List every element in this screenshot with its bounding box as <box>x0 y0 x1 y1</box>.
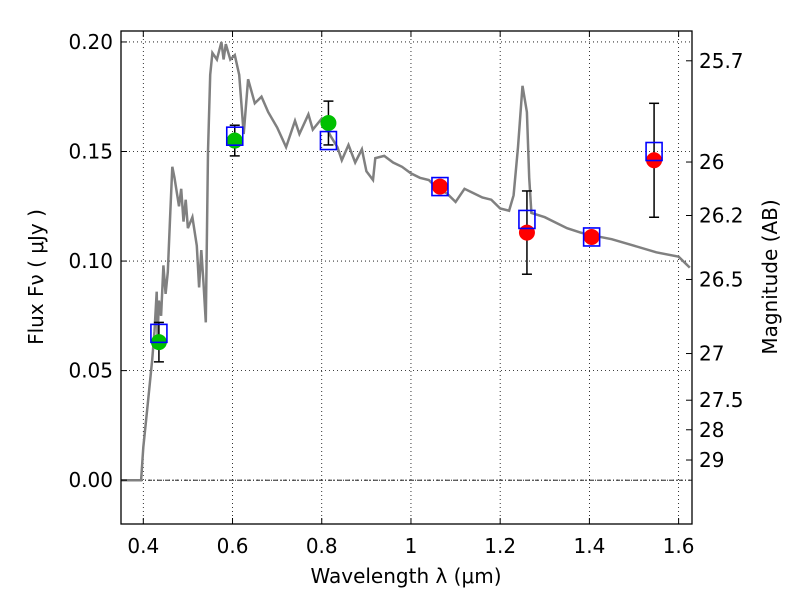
magnitude-tick-label: 26.2 <box>699 203 744 227</box>
magnitude-tick-label: 27 <box>699 342 724 366</box>
x-tick-label: 1.4 <box>573 534 605 558</box>
x-tick-label: 0.6 <box>217 534 249 558</box>
magnitude-tick-label: 25.7 <box>699 49 744 73</box>
magnitude-tick-labels: 25.7 26 26.2 26.5 27 27.5 28 29 <box>699 49 744 472</box>
magnitude-tick-label: 28 <box>699 418 724 442</box>
model-sed-line <box>121 41 691 482</box>
y-tick-label: 0.10 <box>68 249 113 273</box>
y-tick-label: 0.15 <box>68 140 113 164</box>
y-tick-label: 0.05 <box>68 359 113 383</box>
model-photometry-square <box>225 126 244 146</box>
magnitude-tick-label: 27.5 <box>699 388 744 412</box>
x-tick-label: 1 <box>405 534 418 558</box>
magnitude-tick-label: 26.5 <box>699 267 744 291</box>
x-tick-label: 1.2 <box>484 534 516 558</box>
x-tick-label: 0.8 <box>306 534 338 558</box>
data-markers <box>150 115 663 351</box>
model-photometry-square <box>319 130 338 151</box>
magnitude-tick-label: 29 <box>699 448 724 472</box>
data-point <box>320 115 337 132</box>
data-point <box>518 224 535 241</box>
y-tick-label: 0.20 <box>68 30 113 54</box>
model-photometry-square <box>150 323 168 344</box>
y-axis-label: Flux Fν ( μJy ) <box>24 209 48 345</box>
model-photometry-square <box>582 227 601 247</box>
x-axis-label: Wavelength λ (μm) <box>310 564 501 588</box>
magnitude-tick-label: 26 <box>699 150 724 174</box>
axis-ticks <box>121 31 692 524</box>
x-tick-labels: 0.4 0.6 0.8 1 1.2 1.4 1.6 <box>127 534 694 558</box>
y-tick-labels: 0.00 0.05 0.10 0.15 0.20 <box>68 30 113 492</box>
model-photometry-square <box>645 141 663 162</box>
y-tick-label: 0.00 <box>68 468 113 492</box>
data-point <box>431 178 448 195</box>
x-tick-label: 1.6 <box>663 534 695 558</box>
model-photometry-square <box>431 176 449 197</box>
right-axis-label: Magnitude (AB) <box>758 199 782 354</box>
model-photometry-square <box>518 209 536 230</box>
plot-frame <box>120 30 693 525</box>
x-tick-label: 0.4 <box>127 534 159 558</box>
plot-background <box>121 31 692 524</box>
data-point <box>583 228 600 245</box>
